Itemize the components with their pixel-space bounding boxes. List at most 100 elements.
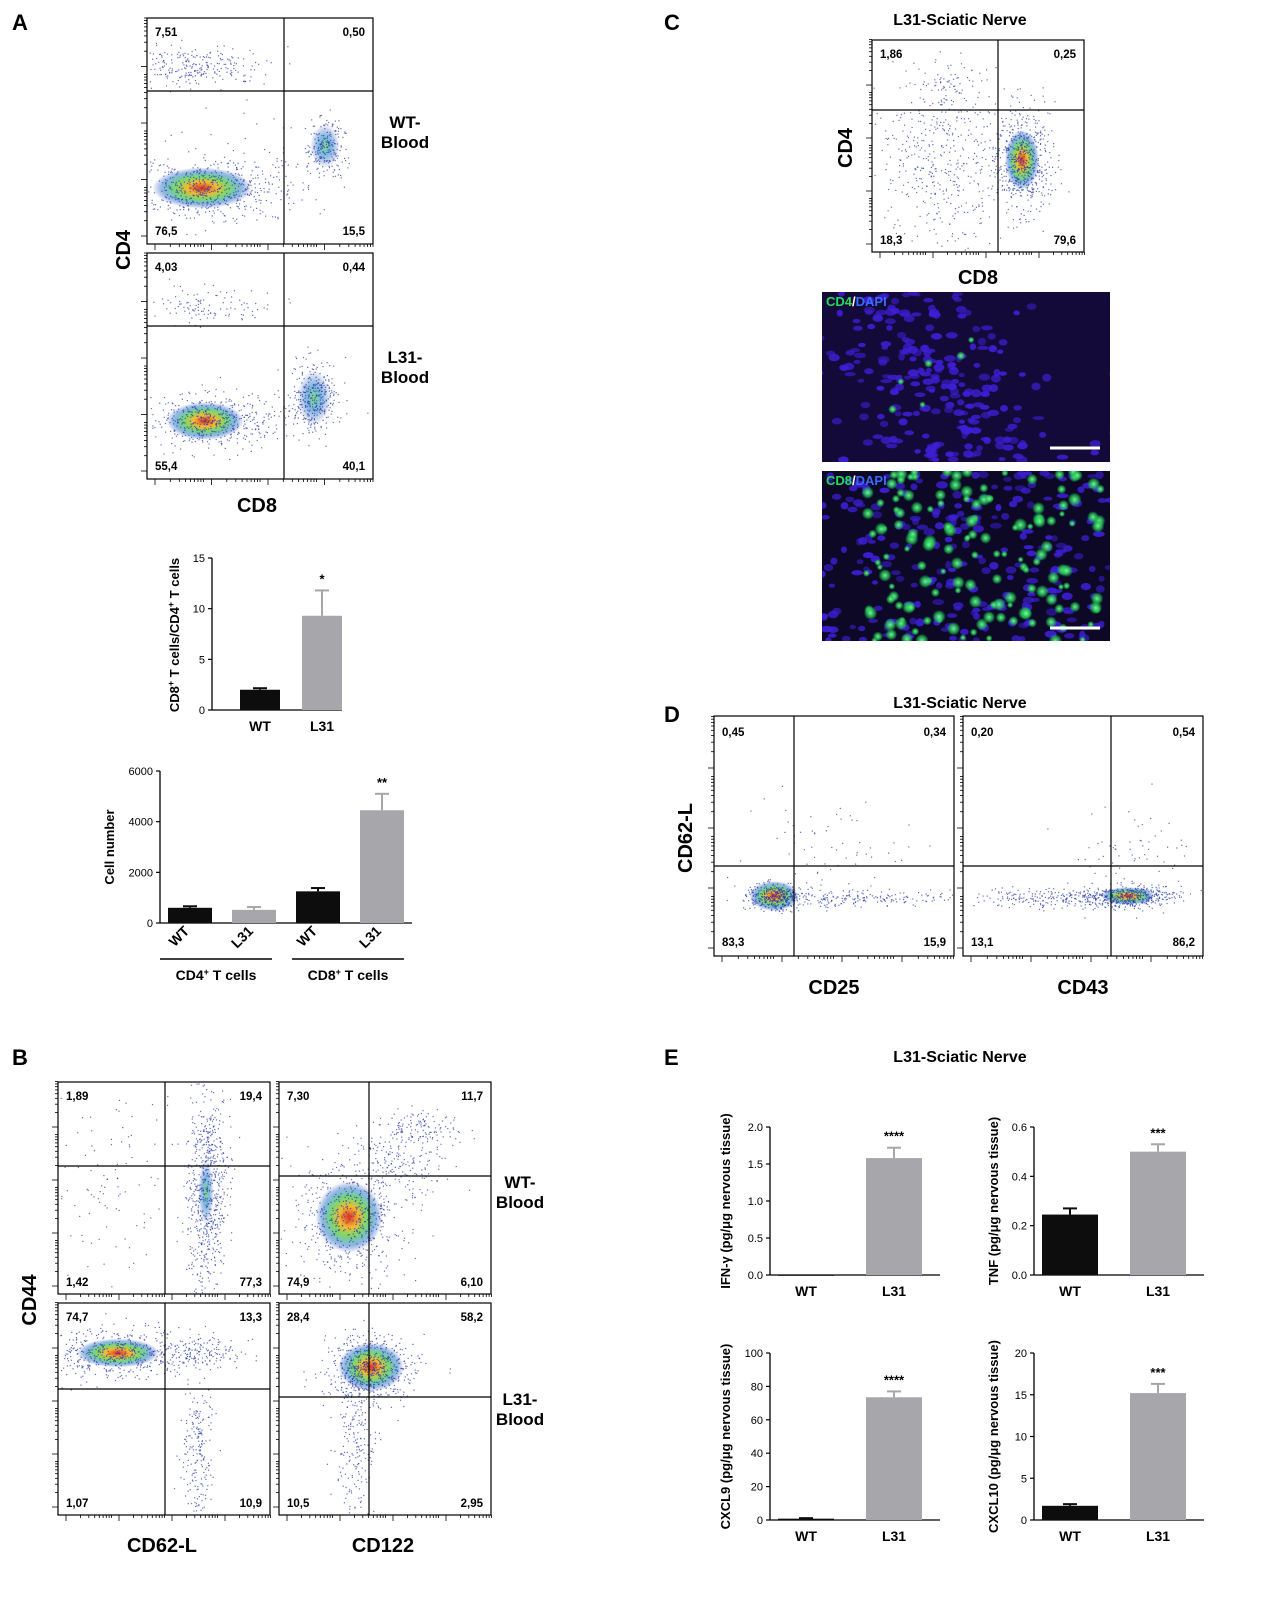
event-dot <box>154 426 156 429</box>
event-dot <box>308 385 310 388</box>
event-dot <box>185 199 187 201</box>
event-dot <box>317 387 319 389</box>
event-dot <box>365 1191 367 1193</box>
event-dot <box>310 423 313 425</box>
event-dot <box>114 1169 117 1171</box>
event-dot <box>258 183 261 185</box>
event-dot <box>338 401 340 403</box>
event-dot <box>331 1219 333 1221</box>
event-dot <box>171 59 173 61</box>
event-dot <box>286 435 288 437</box>
event-dot <box>307 409 309 411</box>
event-dot <box>89 1328 91 1330</box>
event-dot <box>378 1255 380 1257</box>
event-dot <box>185 1358 187 1360</box>
event-dot <box>312 387 314 389</box>
event-dot <box>210 1198 212 1200</box>
event-dot <box>187 1451 189 1453</box>
event-dot <box>337 155 339 157</box>
event-dot <box>196 429 198 431</box>
event-dot <box>196 1411 198 1413</box>
event-dot <box>323 402 325 404</box>
event-dot <box>206 1232 208 1234</box>
event-dot <box>201 1455 203 1457</box>
event-dot <box>315 133 317 135</box>
event-dot <box>319 152 321 154</box>
event-dot <box>155 1358 157 1360</box>
event-dot <box>302 182 304 184</box>
event-dot <box>182 1466 184 1468</box>
event-dot <box>210 1429 212 1431</box>
event-dot <box>207 202 209 204</box>
event-dot <box>193 63 195 65</box>
event-dot <box>243 75 245 77</box>
event-dot <box>189 1187 191 1190</box>
event-dot <box>257 177 259 179</box>
event-dot <box>208 1389 210 1391</box>
event-dot <box>323 145 325 147</box>
event-dot <box>328 386 330 388</box>
event-dot <box>325 400 327 402</box>
event-dot <box>328 134 330 136</box>
event-dot <box>320 425 322 427</box>
event-dot <box>87 1364 89 1366</box>
event-dot <box>110 1138 112 1140</box>
event-dot <box>363 1264 365 1266</box>
quadrant-ur: 11,7 <box>461 1091 483 1103</box>
event-dot <box>328 142 330 144</box>
event-dot <box>182 62 184 64</box>
event-dot <box>440 1131 442 1133</box>
event-dot <box>340 128 342 130</box>
event-dot <box>338 136 340 138</box>
event-dot <box>193 1344 196 1346</box>
event-dot <box>228 315 230 317</box>
event-dot <box>76 1348 78 1350</box>
event-dot <box>298 399 300 401</box>
event-dot <box>158 165 160 167</box>
event-dot <box>119 1193 121 1195</box>
event-dot <box>351 1198 353 1200</box>
event-dot <box>326 406 328 408</box>
event-dot <box>425 1152 427 1154</box>
event-dot <box>318 172 321 174</box>
event-dot <box>199 1219 201 1221</box>
event-dot <box>194 308 196 310</box>
event-dot <box>231 410 233 412</box>
event-dot <box>316 1211 319 1213</box>
event-dot <box>98 1238 100 1240</box>
event-dot <box>240 314 243 316</box>
event-dot <box>361 1277 363 1279</box>
event-dot <box>213 415 216 417</box>
event-dot <box>193 1131 195 1133</box>
event-dot <box>215 1346 218 1348</box>
event-dot <box>210 422 212 424</box>
event-dot <box>388 1236 390 1238</box>
event-dot <box>298 390 300 392</box>
event-dot <box>355 1174 357 1176</box>
event-dot <box>202 1236 204 1238</box>
event-dot <box>308 421 310 423</box>
event-dot <box>325 123 327 125</box>
event-dot <box>210 1200 212 1202</box>
event-dot <box>294 368 297 370</box>
event-dot <box>179 303 181 305</box>
event-dot <box>69 1351 71 1353</box>
event-dot <box>248 395 250 397</box>
event-dot <box>69 1339 71 1341</box>
event-dot <box>452 1127 454 1129</box>
event-dot <box>320 387 322 389</box>
event-dot <box>232 404 234 407</box>
event-dot <box>132 1349 134 1351</box>
event-dot <box>273 410 276 412</box>
quadrant-ul: 7,30 <box>287 1091 309 1103</box>
event-dot <box>182 411 184 413</box>
event-dot <box>332 1222 334 1224</box>
event-dot <box>207 1349 209 1351</box>
event-dot <box>183 421 185 424</box>
event-dot <box>336 1215 339 1217</box>
event-dot <box>207 1159 209 1161</box>
event-dot <box>202 1182 204 1184</box>
event-dot <box>211 215 213 217</box>
event-dot <box>203 1231 205 1233</box>
event-dot <box>328 380 330 382</box>
